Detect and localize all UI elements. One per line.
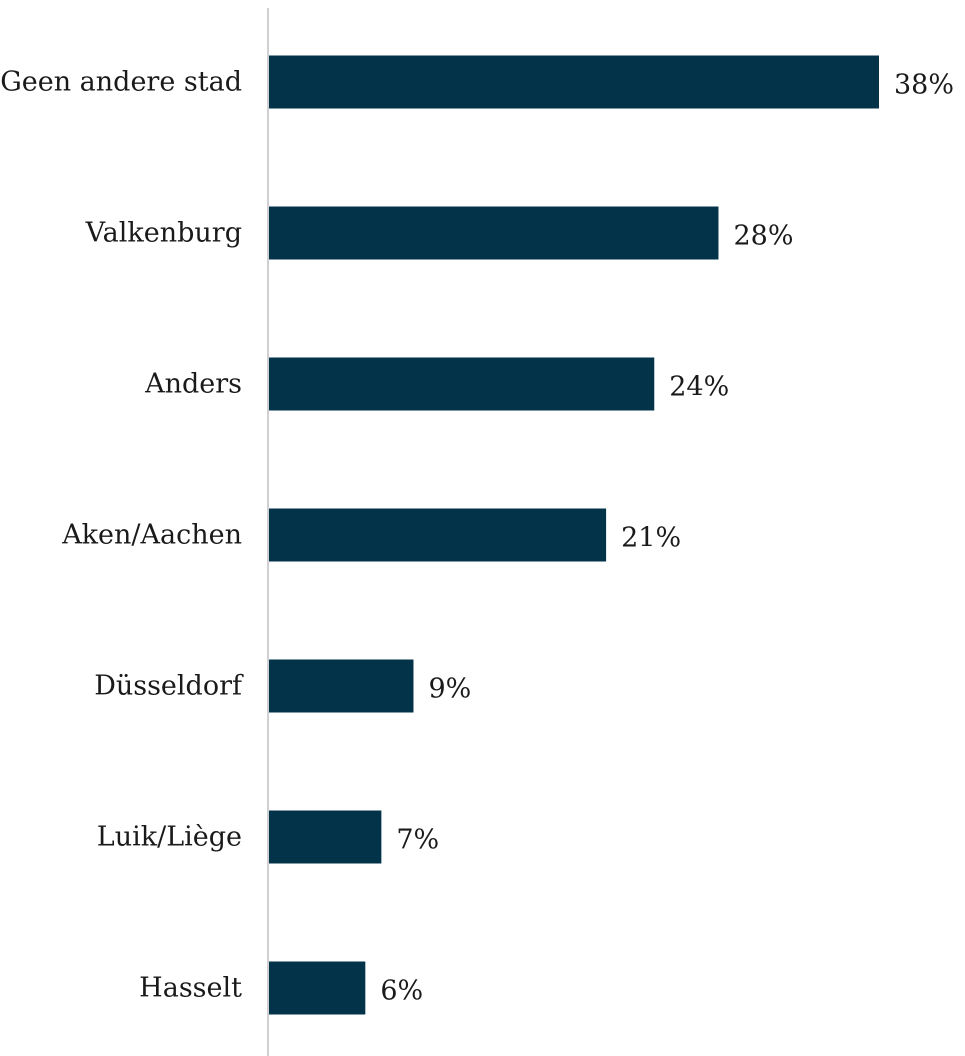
- value-label: 38%: [894, 70, 954, 101]
- category-label-group: Geen andere stad Valkenburg Anders Aken/Aac…: [0, 67, 244, 1004]
- category-label: Geen andere stad: [0, 67, 242, 98]
- bar-4: [269, 659, 414, 713]
- category-label: Düsseldorf: [94, 671, 244, 702]
- value-label: 6%: [380, 976, 423, 1007]
- bar-0: [269, 55, 879, 109]
- value-label-group: 38% 28% 24% 21% 9% 7% 6%: [380, 70, 954, 1007]
- value-label: 9%: [428, 674, 471, 705]
- bar-group: [269, 55, 879, 1015]
- category-label: Luik/Liège: [97, 822, 242, 853]
- category-label: Hasselt: [139, 973, 242, 1004]
- bar-6: [269, 961, 366, 1015]
- category-label: Valkenburg: [85, 218, 242, 249]
- bar-3: [269, 508, 607, 562]
- bar-2: [269, 357, 655, 411]
- category-label: Aken/Aachen: [61, 520, 242, 551]
- bar-1: [269, 206, 719, 260]
- value-label: 7%: [396, 825, 439, 856]
- value-label: 28%: [733, 221, 793, 252]
- category-label: Anders: [144, 369, 242, 400]
- bar-5: [269, 810, 382, 864]
- value-label: 24%: [669, 372, 729, 403]
- value-label: 21%: [621, 523, 681, 554]
